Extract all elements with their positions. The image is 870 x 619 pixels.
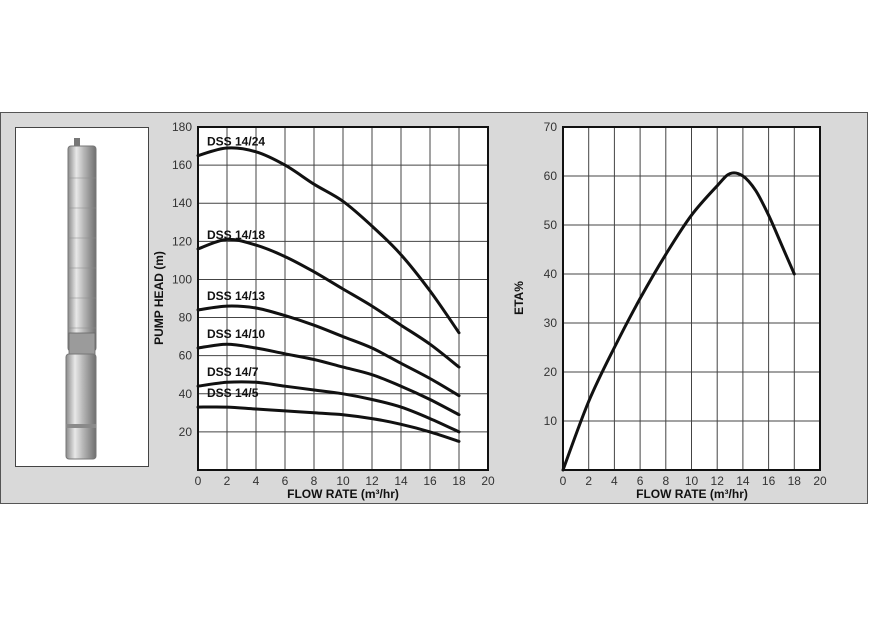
x-tick-label: 10 (685, 474, 699, 488)
y-tick-label: 10 (544, 414, 558, 428)
x-tick-label: 6 (282, 474, 289, 488)
head-plot-frame (197, 126, 489, 471)
x-tick-label: 18 (452, 474, 466, 488)
series-label: DSS 14/24 (207, 135, 265, 149)
head-y-tick-labels: 20 40 60 80 100 120 140 160 180 (172, 120, 192, 439)
eta-x-tick-labels: 0 2 4 6 8 10 12 14 16 18 20 (560, 474, 827, 488)
y-tick-label: 20 (179, 425, 193, 439)
head-y-axis-title: PUMP HEAD (m) (152, 251, 166, 345)
x-tick-label: 20 (481, 474, 495, 488)
series-label: DSS 14/18 (207, 228, 265, 242)
series-line (196, 405, 461, 443)
y-tick-label: 30 (544, 316, 558, 330)
series-line (196, 146, 461, 335)
y-tick-label: 60 (179, 349, 193, 363)
eta-x-axis-title: FLOW RATE (m³/hr) (636, 487, 748, 501)
x-tick-label: 8 (311, 474, 318, 488)
eta-plot-frame (562, 126, 821, 471)
x-tick-label: 8 (662, 474, 669, 488)
x-tick-label: 2 (224, 474, 231, 488)
x-tick-label: 16 (762, 474, 776, 488)
x-tick-label: 2 (585, 474, 592, 488)
x-tick-label: 12 (365, 474, 379, 488)
x-tick-label: 6 (637, 474, 644, 488)
y-tick-label: 40 (544, 267, 558, 281)
y-tick-label: 70 (544, 120, 558, 134)
series-line (196, 342, 461, 417)
x-tick-label: 14 (736, 474, 750, 488)
series-label: DSS 14/7 (207, 365, 259, 379)
y-tick-label: 180 (172, 120, 192, 134)
y-tick-label: 50 (544, 218, 558, 232)
y-tick-label: 160 (172, 158, 192, 172)
series-line (196, 304, 461, 398)
y-tick-label: 120 (172, 234, 192, 248)
series-line (196, 237, 461, 369)
head-curves (196, 146, 461, 443)
x-tick-label: 4 (611, 474, 618, 488)
submersible-pump-image (65, 138, 97, 460)
x-tick-label: 16 (423, 474, 437, 488)
x-tick-label: 20 (813, 474, 827, 488)
eta-y-tick-labels: 10 20 30 40 50 60 70 (544, 120, 558, 428)
x-tick-label: 0 (195, 474, 202, 488)
y-tick-label: 80 (179, 311, 193, 325)
series-label: DSS 14/10 (207, 327, 265, 341)
eta-y-axis-title: ETA% (512, 281, 526, 315)
x-tick-label: 12 (711, 474, 725, 488)
head-series-labels: DSS 14/24 DSS 14/18 DSS 14/13 DSS 14/10 DSS … (207, 135, 265, 401)
x-tick-label: 10 (336, 474, 350, 488)
x-tick-label: 14 (394, 474, 408, 488)
y-tick-label: 140 (172, 196, 192, 210)
eta-curves (561, 171, 796, 472)
pump-image-frame (15, 127, 149, 467)
x-tick-label: 4 (253, 474, 260, 488)
series-label: DSS 14/13 (207, 289, 265, 303)
head-x-tick-labels: 0 2 4 6 8 10 12 14 16 18 20 (195, 474, 495, 488)
y-tick-label: 100 (172, 272, 192, 286)
x-tick-label: 0 (560, 474, 567, 488)
series-line (196, 380, 461, 434)
series-line (561, 171, 796, 472)
y-tick-label: 20 (544, 365, 558, 379)
head-x-axis-title: FLOW RATE (m³/hr) (287, 487, 399, 501)
y-tick-label: 40 (179, 387, 193, 401)
y-tick-label: 60 (544, 169, 558, 183)
series-label: DSS 14/5 (207, 386, 259, 400)
x-tick-label: 18 (788, 474, 802, 488)
